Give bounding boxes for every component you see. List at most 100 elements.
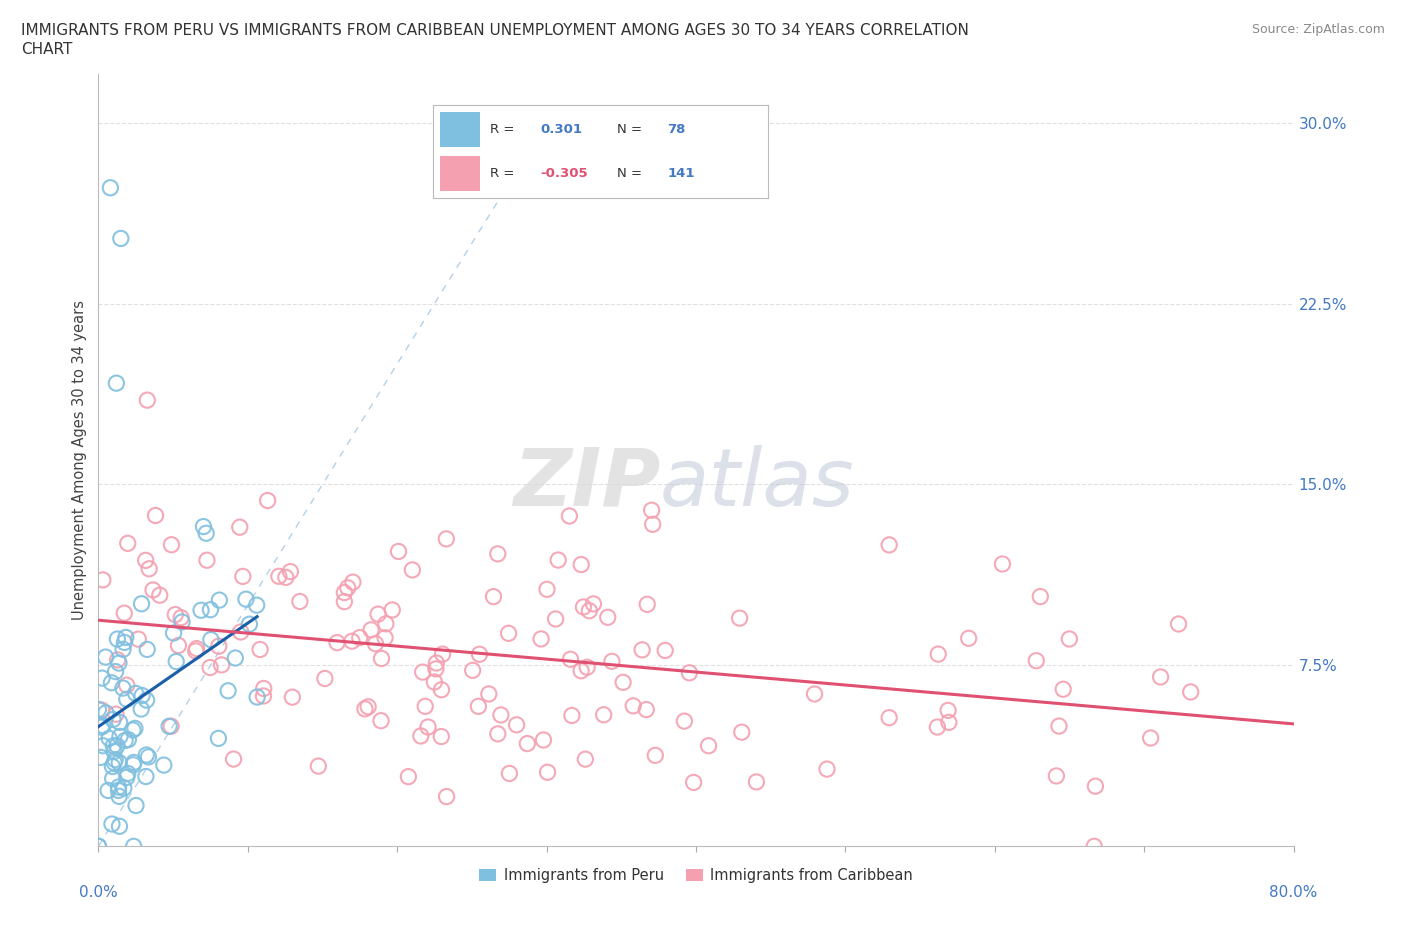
Point [333,585,356,600]
Point [136,642,159,657]
Point [252,688,274,703]
Point [229,625,252,640]
Point [682,775,704,790]
Point [90,750,112,764]
Point [195,525,218,540]
Point [90,702,112,717]
Point [238,617,260,631]
Point [131,688,153,703]
Point [498,766,520,781]
Point [108,729,131,744]
Point [596,610,619,625]
Point [108,789,131,804]
Point [569,557,592,572]
Point [1052,682,1074,697]
Point [153,758,176,773]
Point [104,707,127,722]
Text: atlas: atlas [661,445,855,523]
Point [91,718,114,733]
Text: Source: ZipAtlas.com: Source: ZipAtlas.com [1251,23,1385,36]
Point [467,699,489,714]
Point [103,755,125,770]
Point [387,544,409,559]
Point [336,580,359,595]
Point [107,779,129,794]
Point [409,728,432,743]
Point [186,641,208,656]
Point [98,731,121,746]
Point [100,675,122,690]
Point [91,671,114,685]
Point [274,570,297,585]
Point [340,633,363,648]
Point [636,702,658,717]
Point [430,729,453,744]
Point [122,757,145,772]
Point [160,719,183,734]
Point [360,622,382,637]
Point [115,678,138,693]
Point [673,713,696,728]
Point [107,653,129,668]
Point [135,748,157,763]
Point [105,631,128,646]
Point [105,376,128,391]
Point [207,731,229,746]
Point [425,656,447,671]
Point [108,755,131,770]
Point [641,517,664,532]
Point [342,575,364,590]
Point [135,693,157,708]
Point [112,780,135,795]
Point [644,748,666,763]
Point [505,717,527,732]
Point [938,715,960,730]
Point [114,733,136,748]
Point [200,632,222,647]
Point [430,683,453,698]
Text: ZIP: ZIP [513,445,661,523]
Point [957,631,980,645]
Point [232,569,254,584]
Point [357,699,380,714]
Point [578,604,600,618]
Point [425,661,447,676]
Point [631,643,654,658]
Point [468,647,491,662]
Point [544,612,567,627]
Point [423,674,446,689]
Point [374,617,396,631]
Point [370,651,392,666]
Point [117,732,139,747]
Point [112,642,135,657]
Point [127,631,149,646]
Point [162,626,184,641]
Point [307,759,329,774]
Point [94,706,117,721]
Point [167,638,190,653]
Text: IMMIGRANTS FROM PERU VS IMMIGRANTS FROM CARIBBEAN UNEMPLOYMENT AMONG AGES 30 TO : IMMIGRANTS FROM PERU VS IMMIGRANTS FROM … [21,23,969,38]
Point [381,603,404,618]
Point [117,536,139,551]
Point [94,650,117,665]
Legend: Immigrants from Peru, Immigrants from Caribbean: Immigrants from Peru, Immigrants from Ca… [472,862,920,889]
Point [108,656,131,671]
Point [461,663,484,678]
Point [536,764,558,779]
Point [129,701,152,716]
Point [114,635,136,650]
Point [370,713,392,728]
Text: 0.0%: 0.0% [79,885,118,900]
Point [560,652,582,667]
Point [211,658,233,672]
Point [367,606,389,621]
Point [592,708,614,723]
Point [530,631,553,646]
Point [122,839,145,854]
Point [135,553,157,568]
Point [1025,653,1047,668]
Point [136,392,159,407]
Point [621,698,644,713]
Point [803,686,825,701]
Point [281,690,304,705]
